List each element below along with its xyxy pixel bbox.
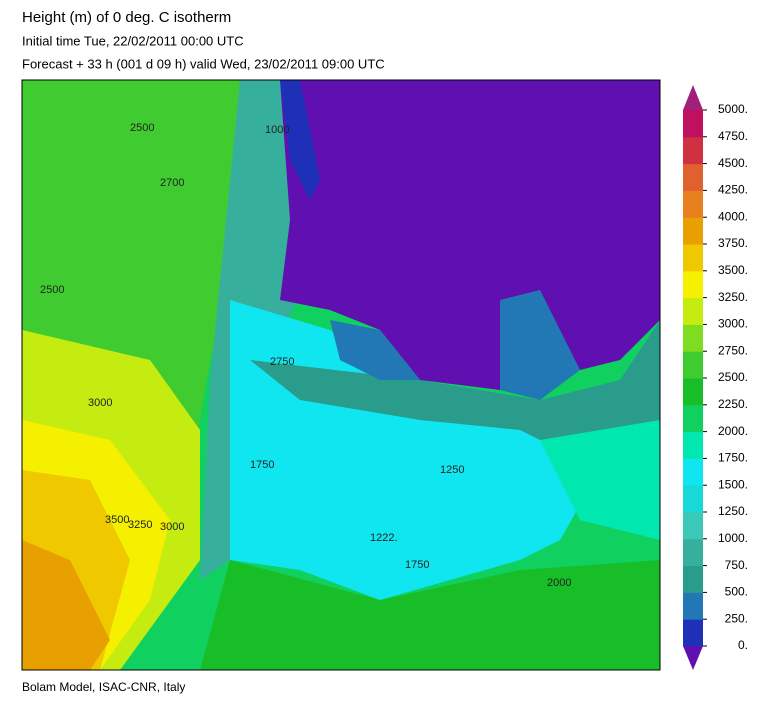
colorbar-segment <box>683 270 703 299</box>
contour-label: 1000 <box>265 124 289 136</box>
contour-label: 2500 <box>130 122 154 134</box>
colorbar-segment <box>683 217 703 245</box>
colorbar-label: 4750. <box>718 129 748 143</box>
title: Height (m) of 0 deg. C isotherm <box>22 9 231 26</box>
colorbar-segment <box>683 244 703 272</box>
colorbar-segment <box>683 512 703 540</box>
colorbar-segment <box>683 297 703 325</box>
colorbar-label: 2500. <box>718 370 748 384</box>
colorbar-segment <box>683 619 703 647</box>
contour-label: 2750 <box>270 356 294 368</box>
colorbar-segment <box>683 592 703 620</box>
colorbar-segment <box>683 110 703 138</box>
colorbar-label: 1500. <box>718 477 748 491</box>
contour-label: 2700 <box>160 177 184 189</box>
forecast-time: Forecast + 33 h (001 d 09 h) valid Wed, … <box>22 56 385 71</box>
colorbar-segment <box>683 190 703 218</box>
contour-label: 1222. <box>370 532 398 544</box>
contour-label: 3500 <box>105 514 129 526</box>
colorbar-label: 4250. <box>718 183 748 197</box>
map-frame <box>21 79 661 671</box>
colorbar-segment <box>683 378 703 406</box>
colorbar-label: 4500. <box>718 156 748 170</box>
colorbar-label: 5000. <box>718 102 748 116</box>
colorbar-segment <box>683 485 703 513</box>
colorbar-label: 2250. <box>718 397 748 411</box>
credit: Bolam Model, ISAC-CNR, Italy <box>22 680 185 694</box>
colorbar-label: 1000. <box>718 531 748 545</box>
contour-label: 1250 <box>440 464 464 476</box>
colorbar-label: 3250. <box>718 290 748 304</box>
colorbar-under <box>683 646 703 670</box>
colorbar-segment <box>683 324 703 352</box>
colorbar-label: 250. <box>725 611 748 625</box>
colorbar-label: 3500. <box>718 263 748 277</box>
colorbar-over <box>683 85 703 110</box>
colorbar-segment <box>683 565 703 593</box>
contour-label: 3250 <box>128 519 152 531</box>
contour-label: 2500 <box>40 284 64 296</box>
contour-label: 1750 <box>405 559 429 571</box>
colorbar-segment <box>683 351 703 379</box>
colorbar-segment <box>683 431 703 459</box>
contour-label: 1750 <box>250 459 274 471</box>
colorbar-label: 3750. <box>718 236 748 250</box>
colorbar-segment <box>683 458 703 486</box>
colorbar-label: 3000. <box>718 317 748 331</box>
colorbar-label: 0. <box>738 638 748 652</box>
initial-time: Initial time Tue, 22/02/2011 00:00 UTC <box>22 33 244 48</box>
colorbar-segment <box>683 538 703 567</box>
contour-label: 3000 <box>160 521 184 533</box>
contour-label: 2000 <box>547 577 571 589</box>
colorbar-label: 1750. <box>718 451 748 465</box>
colorbar-label: 2000. <box>718 424 748 438</box>
map <box>21 79 661 671</box>
colorbar-segment <box>683 163 703 191</box>
colorbar-label: 4000. <box>718 209 748 223</box>
colorbar-label: 750. <box>725 558 748 572</box>
colorbar-label: 1250. <box>718 504 748 518</box>
colorbar-label: 2750. <box>718 343 748 357</box>
contour-label: 3000 <box>88 397 112 409</box>
colorbar-segment <box>683 404 703 433</box>
colorbar-label: 500. <box>725 585 748 599</box>
colorbar-segment <box>683 136 703 165</box>
